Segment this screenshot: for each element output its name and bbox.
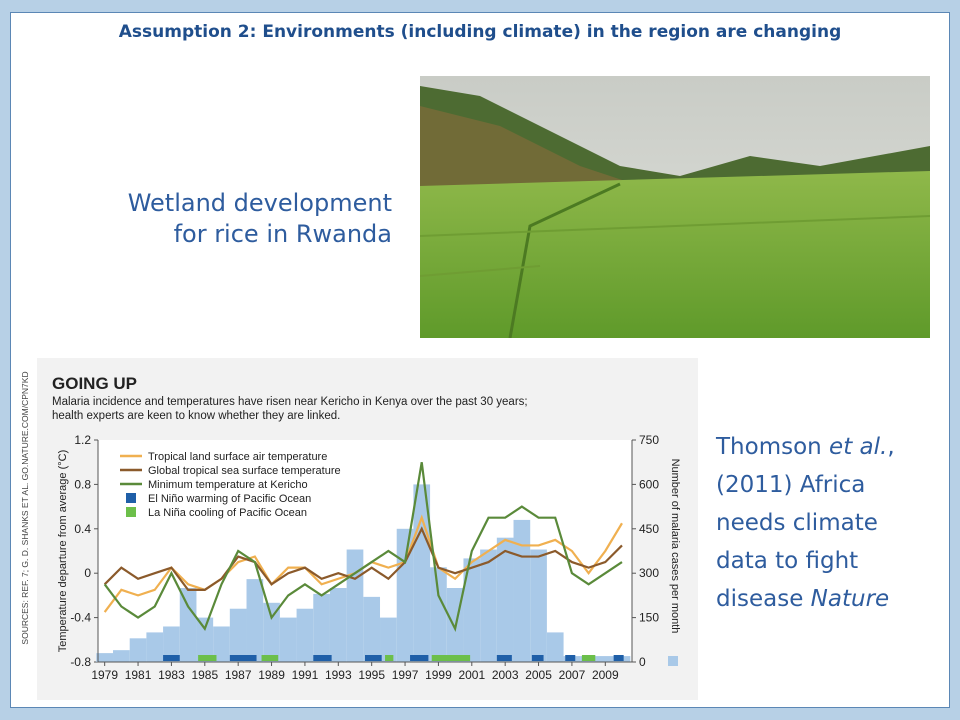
malaria-bar (596, 656, 614, 662)
y-tick-label: -0.8 (70, 655, 91, 669)
x-tick-label: 2007 (559, 668, 586, 682)
y2-tick-label: 300 (639, 566, 659, 580)
legend-label: Global tropical sea surface temperature (148, 465, 341, 477)
y-tick-label: -0.4 (70, 611, 91, 625)
malaria-bar (329, 588, 347, 662)
caption-line: for rice in Rwanda (173, 220, 392, 248)
malaria-bar (480, 549, 497, 662)
citation-part: et al. (829, 434, 888, 460)
malaria-bar (279, 617, 297, 662)
chart-title: GOING UP (52, 374, 137, 393)
x-tick-label: 1987 (225, 668, 252, 682)
legend-label: La Niña cooling of Pacific Ocean (148, 507, 307, 519)
x-tick-label: 1991 (292, 668, 319, 682)
malaria-bar (430, 567, 447, 662)
x-tick-label: 1979 (91, 668, 118, 682)
malaria-bar (229, 608, 247, 662)
event-period (613, 655, 624, 661)
y2-tick-label: 750 (639, 433, 659, 447)
y2-tick-label: 450 (639, 522, 659, 536)
event-period (581, 655, 596, 661)
photo (420, 76, 930, 338)
event-period (313, 655, 332, 661)
malaria-bar (96, 653, 114, 662)
malaria-bar (513, 519, 531, 662)
malaria-bar (179, 588, 197, 662)
y-axis-label: Temperature departure from average (°C) (57, 450, 69, 653)
heading: Assumption 2: Environments (including cl… (118, 22, 842, 42)
malaria-bar (163, 626, 180, 662)
malaria-bar (129, 638, 147, 662)
y-tick-label: 0.4 (74, 522, 91, 536)
event-period (531, 655, 544, 661)
x-tick-label: 1985 (191, 668, 218, 682)
chart-subtitle: health experts are keen to know whether … (52, 410, 340, 422)
y2-axis-label: Number of malaria cases per month (669, 459, 681, 634)
y2-tick-label: 600 (639, 477, 659, 491)
chart-subtitle: Malaria incidence and temperatures have … (52, 396, 528, 408)
malaria-bar (346, 549, 364, 662)
event-period (229, 655, 257, 661)
event-period (261, 655, 279, 661)
citation-part: Thomson (716, 434, 830, 460)
event-period (565, 655, 576, 661)
malaria-bar (146, 632, 164, 662)
x-tick-label: 1989 (258, 668, 285, 682)
event-period (431, 655, 471, 661)
photo-caption: Wetland development for rice in Rwanda (60, 188, 392, 250)
y-tick-label: 1.2 (74, 433, 91, 447)
x-tick-label: 2005 (525, 668, 552, 682)
citation-part: , (2011) Africa needs climate data to fi… (716, 434, 895, 612)
malaria-bar (396, 528, 414, 662)
x-tick-label: 2001 (458, 668, 485, 682)
malaria-bar (530, 549, 547, 662)
malaria-bar (496, 537, 514, 662)
y-tick-label: 0 (84, 566, 91, 580)
y-tick-label: 0.8 (74, 477, 91, 491)
x-tick-label: 1995 (358, 668, 385, 682)
malaria-bar (296, 608, 314, 662)
series-line (103, 526, 623, 591)
caption-line: Wetland development (127, 189, 392, 217)
x-tick-label: 1999 (425, 668, 452, 682)
malaria-bar (113, 650, 130, 662)
event-period (198, 655, 217, 661)
malaria-bar (463, 558, 481, 662)
citation: Thomson et al., (2011) Africa needs clim… (716, 428, 936, 618)
malaria-bar (380, 617, 397, 662)
y2-tick-label: 0 (639, 655, 646, 669)
legend-label: Tropical land surface air temperature (148, 451, 327, 463)
x-tick-label: 2009 (592, 668, 619, 682)
series-line (103, 462, 623, 632)
malaria-bar (213, 626, 230, 662)
malaria-bar (196, 617, 214, 662)
malaria-bar (546, 632, 564, 662)
legend-label: Minimum temperature at Kericho (148, 479, 308, 491)
x-tick-label: 1981 (125, 668, 152, 682)
malaria-bar (363, 596, 381, 662)
malaria-key (668, 656, 678, 666)
event-period (496, 655, 512, 661)
event-period (385, 655, 394, 661)
x-tick-label: 2003 (492, 668, 519, 682)
malaria-bar (246, 579, 264, 662)
sources: SOURCES: REF. 7; G. D. SHANKS ET AL. GO.… (20, 371, 30, 644)
malaria-bar (263, 602, 280, 662)
x-tick-label: 1997 (392, 668, 419, 682)
y2-tick-label: 150 (639, 611, 659, 625)
event-period (163, 655, 180, 661)
x-tick-label: 1983 (158, 668, 185, 682)
event-period (365, 655, 382, 661)
event-period (410, 655, 429, 661)
legend-swatch (126, 493, 136, 503)
legend-swatch (126, 507, 136, 517)
citation-part: Nature (810, 586, 890, 612)
legend-label: El Niño warming of Pacific Ocean (148, 493, 311, 505)
x-tick-label: 1993 (325, 668, 352, 682)
malaria-bar (313, 593, 330, 662)
